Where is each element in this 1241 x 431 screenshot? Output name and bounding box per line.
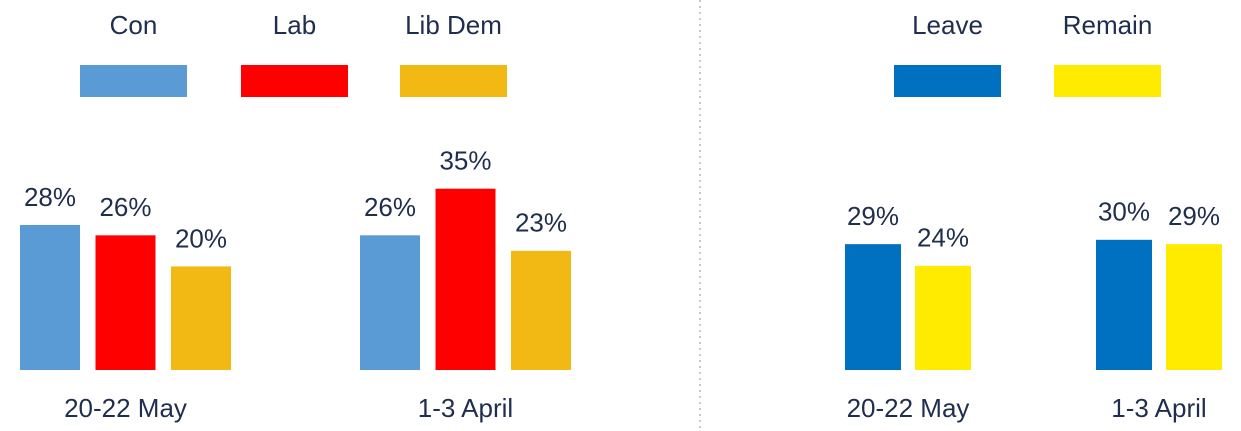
bar [511,250,571,370]
data-label: 23% [515,208,567,238]
x-tick-label: 1-3 April [1111,393,1206,423]
bar [435,188,496,370]
bar [915,265,971,370]
bar [1166,244,1222,370]
x-tick-label: 20-22 May [847,393,970,423]
bar [95,235,156,370]
data-label: 20% [175,223,227,253]
legend-label: Remain [1063,10,1153,40]
legend-swatch [80,65,187,97]
legend-swatch [400,65,507,97]
data-label: 35% [439,146,491,176]
data-label: 28% [24,182,76,212]
bar [20,224,80,370]
data-label: 26% [99,192,151,222]
data-label: 29% [1168,201,1220,231]
legend-swatch [1054,65,1161,97]
legend-label: Lib Dem [405,10,502,40]
data-label: 30% [1098,197,1150,227]
legend-swatch [241,65,348,97]
data-label: 29% [847,201,899,231]
bar [845,244,901,370]
legend-label: Leave [912,10,983,40]
x-tick-label: 1-3 April [418,393,513,423]
legend-label: Con [110,10,158,40]
data-label: 26% [364,192,416,222]
bar [1096,239,1152,370]
legend-label: Lab [273,10,316,40]
bar [360,235,420,370]
data-label: 24% [917,223,969,253]
x-tick-label: 20-22 May [64,393,187,423]
legend-swatch [894,65,1001,97]
bar [171,266,231,370]
